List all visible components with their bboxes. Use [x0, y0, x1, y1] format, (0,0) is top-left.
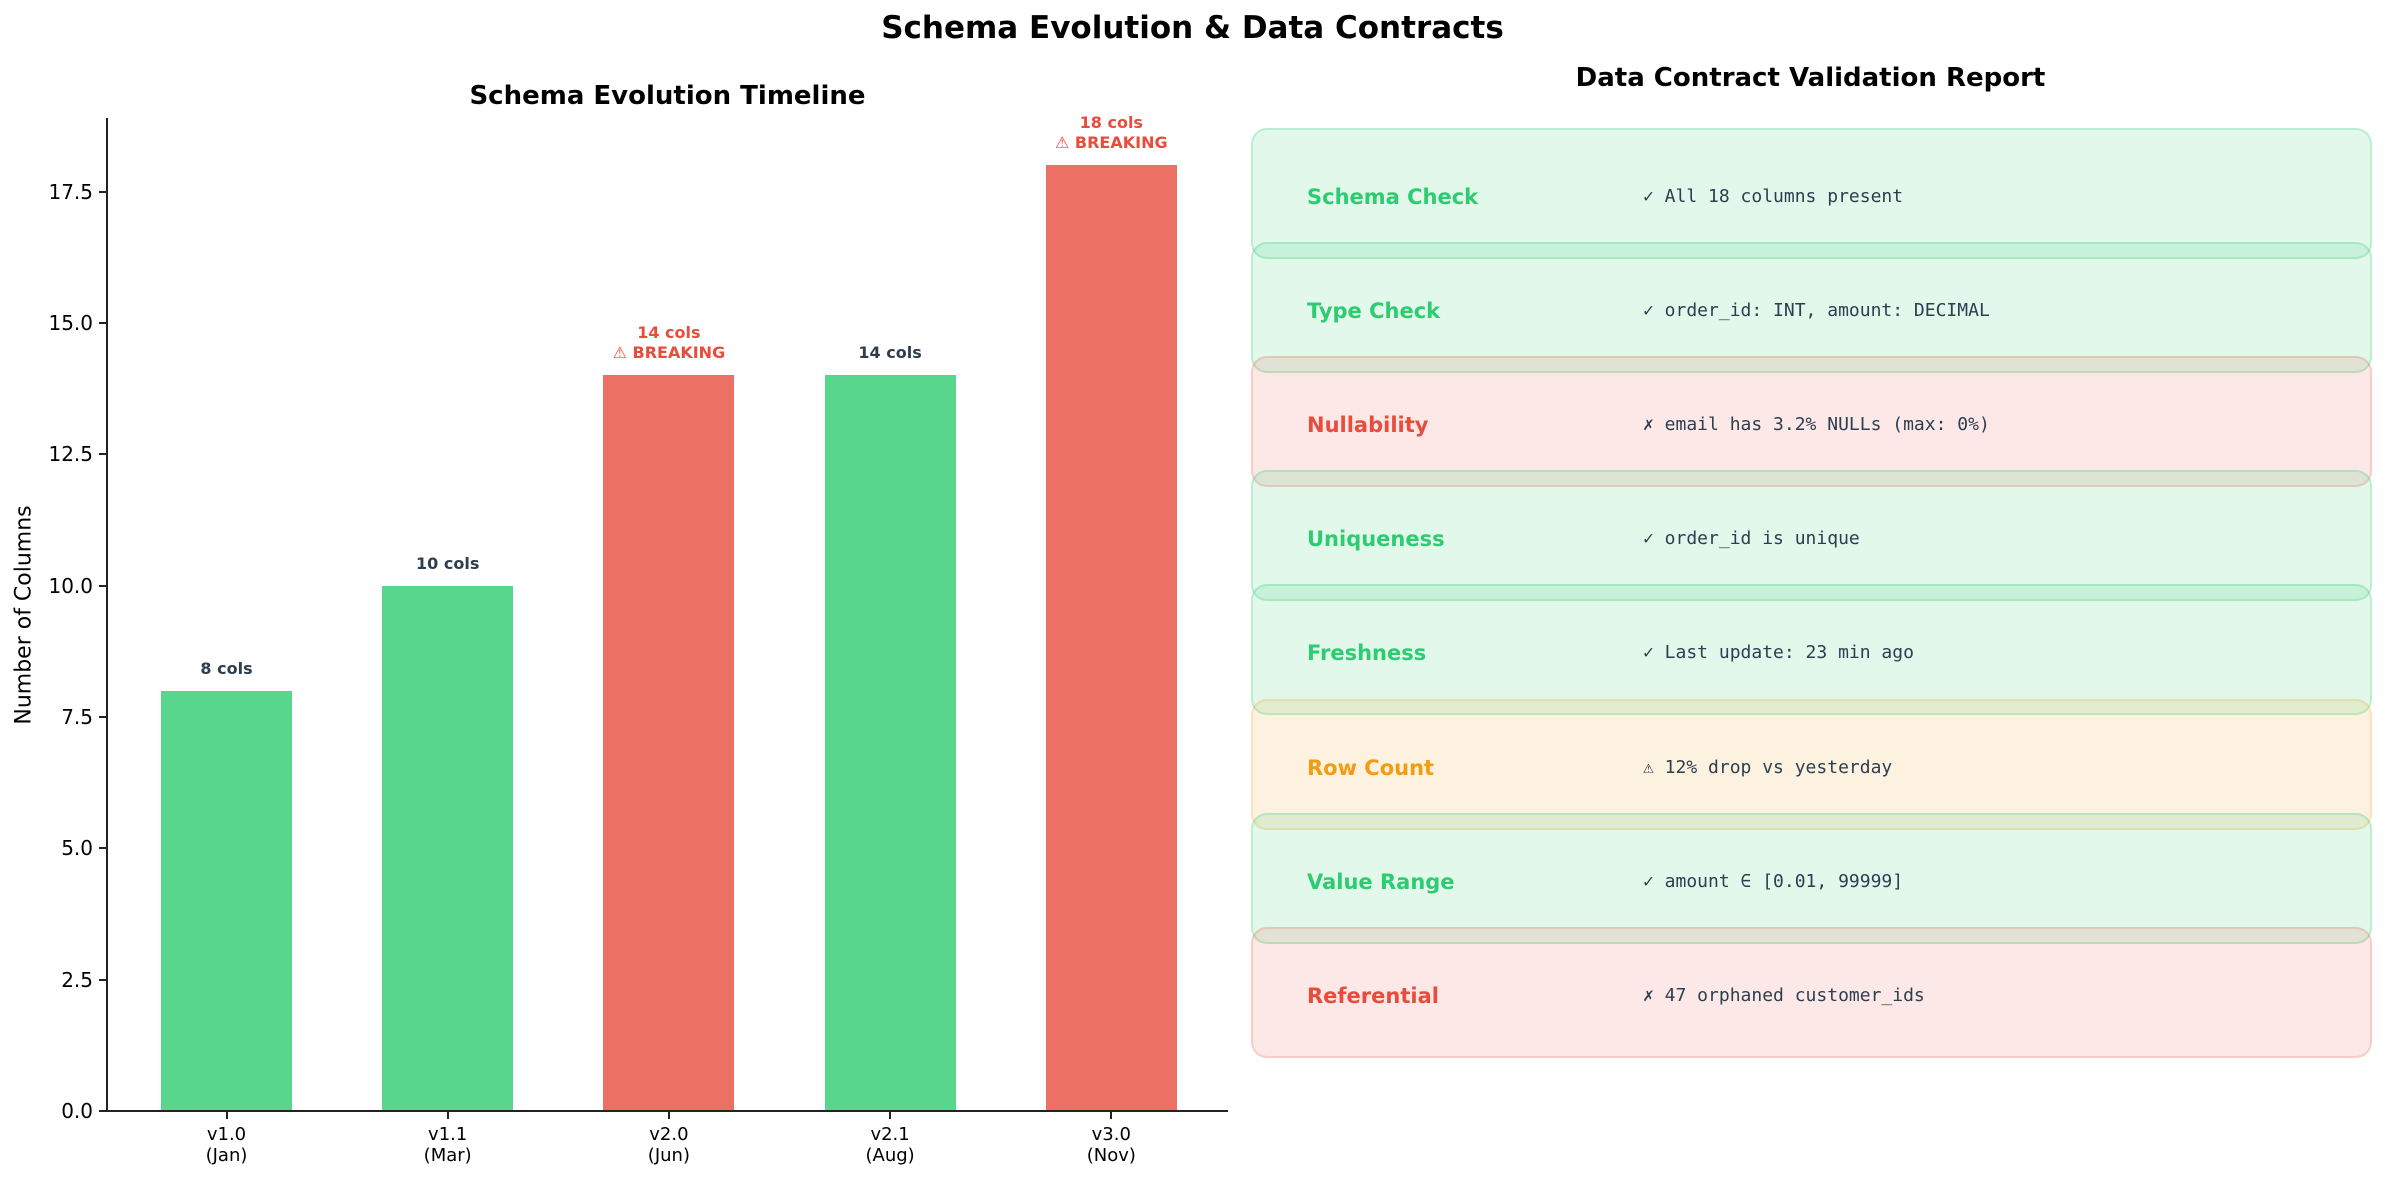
check-name: Uniqueness: [1307, 527, 1445, 552]
check-card-fail: [1251, 926, 2372, 1058]
y-tick: [99, 715, 106, 718]
y-tick-label: 17.5: [48, 179, 93, 204]
x-tick: [446, 1112, 449, 1119]
check-detail: ✓ Last update: 23 min ago: [1643, 642, 1914, 664]
check-detail: ✓ All 18 columns present: [1643, 186, 1904, 207]
y-tick: [99, 584, 106, 587]
check-name: Schema Check: [1307, 185, 1479, 209]
check-detail: ✓ order_id: INT, amount: DECIMAL: [1643, 300, 1990, 322]
check-name: Value Range: [1307, 869, 1455, 894]
x-tick: [225, 1112, 228, 1119]
x-tick-label-month: (Nov): [1086, 1145, 1136, 1166]
y-tick-label: 7.5: [61, 704, 93, 729]
check-card-pass: [1251, 584, 2372, 716]
report-title: Data Contract Validation Report: [1575, 63, 2046, 93]
check-name: Row Count: [1307, 755, 1435, 780]
y-tick: [99, 847, 106, 850]
y-axis-label: Number of Columns: [11, 505, 37, 725]
x-tick-label-month: (Jan): [205, 1145, 248, 1166]
bar-breaking: [1045, 165, 1177, 1111]
check-detail: ⚠ 12% drop vs yesterday: [1643, 756, 1893, 778]
check-name: Freshness: [1307, 641, 1427, 666]
check-name: Nullability: [1307, 413, 1429, 438]
y-tick-label: 5.0: [61, 836, 93, 861]
check-card-fail: [1251, 356, 2372, 488]
y-tick-label: 0.0: [61, 1099, 93, 1123]
y-tick-label: 2.5: [61, 967, 93, 992]
y-tick-label: 15.0: [48, 310, 93, 335]
bar-value-label: 14 cols: [858, 343, 922, 363]
x-tick: [889, 1112, 892, 1119]
check-card-pass: [1251, 812, 2372, 944]
y-tick-label: 10.0: [48, 573, 93, 598]
check-name: Type Check: [1307, 299, 1441, 324]
bar-value-label: 10 cols: [416, 553, 480, 573]
check-card-pass: [1251, 242, 2372, 374]
bar-ok: [824, 375, 956, 1111]
bar-breaking: [603, 375, 735, 1111]
x-tick-label-version: v1.0: [206, 1124, 247, 1145]
check-card-warn: [1251, 698, 2372, 830]
x-tick-label-month: (Mar): [423, 1145, 472, 1166]
x-tick-label-version: v2.1: [870, 1124, 910, 1145]
y-tick: [99, 1110, 106, 1112]
y-tick: [99, 190, 106, 193]
bar-value-label: 14 cols: [637, 323, 701, 343]
chart-title: Schema Evolution Timeline: [469, 81, 866, 111]
x-tick-label-version: v3.0: [1091, 1124, 1131, 1145]
y-tick: [99, 321, 106, 324]
figure-title: Schema Evolution & Data Contracts: [881, 10, 1504, 46]
check-name: Referential: [1307, 983, 1439, 1008]
check-detail: ✗ 47 orphaned customer_ids: [1643, 984, 1925, 1006]
check-detail: ✓ order_id is unique: [1643, 528, 1860, 550]
check-card-pass: [1251, 470, 2372, 602]
y-tick-label: 12.5: [48, 442, 93, 467]
y-tick: [99, 978, 106, 981]
x-axis-spine: [106, 1110, 1228, 1112]
x-tick-label-version: v2.0: [649, 1124, 689, 1145]
x-tick: [1110, 1112, 1113, 1119]
x-tick-label-month: (Aug): [865, 1145, 915, 1166]
x-tick: [667, 1112, 670, 1119]
y-axis-spine: [106, 118, 108, 1112]
breaking-label: ⚠ BREAKING: [612, 343, 726, 363]
check-detail: ✓ amount ∈ [0.01, 99999]: [1643, 870, 1904, 892]
bar-ok: [382, 585, 514, 1111]
check-card-pass: [1251, 128, 2372, 259]
check-detail: ✗ email has 3.2% NULLs (max: 0%): [1643, 414, 1990, 436]
bar-value-label: 8 cols: [200, 658, 253, 678]
bar-ok: [161, 690, 292, 1111]
x-tick-label-version: v1.1: [428, 1124, 468, 1145]
bar-value-label: 18 cols: [1079, 113, 1143, 133]
x-tick-label-month: (Jun): [647, 1145, 690, 1166]
y-tick: [99, 453, 106, 456]
breaking-label: ⚠ BREAKING: [1054, 133, 1168, 153]
